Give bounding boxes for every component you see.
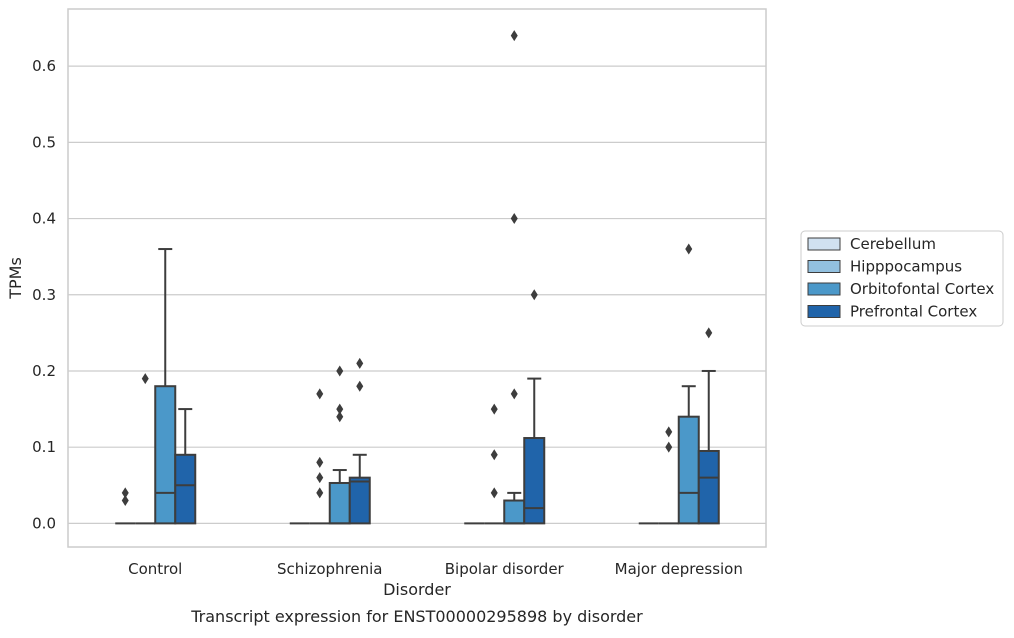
y-tick-label: 0.6: [32, 57, 56, 75]
outlier-point: [510, 213, 518, 225]
box-group: [677, 243, 700, 525]
outlier-point: [336, 411, 344, 423]
y-tick-label: 0.1: [32, 438, 56, 456]
outlier-point: [356, 380, 364, 392]
outlier-point: [141, 373, 149, 385]
y-tick-label: 0.0: [32, 514, 56, 532]
outlier-point: [316, 472, 324, 484]
outlier-point: [530, 289, 538, 301]
box-rect: [154, 385, 177, 525]
box-group: [523, 289, 546, 525]
box-rect: [677, 415, 700, 525]
y-tick-label: 0.4: [32, 210, 56, 228]
legend-item-label: Cerebellum: [850, 235, 936, 253]
box-rect: [328, 481, 351, 525]
outlier-point: [705, 327, 713, 339]
box-group: [174, 408, 197, 525]
box-group: [658, 426, 679, 525]
outlier-point: [510, 388, 518, 400]
legend-swatch: [807, 282, 841, 296]
box-rect: [348, 476, 371, 525]
plot-area-frame: [67, 8, 767, 548]
legend-item-label: Hipppocampus: [850, 258, 962, 276]
outlier-point: [316, 487, 324, 499]
outlier-point: [336, 403, 344, 415]
y-axis-ticks: 0.0 0.1 0.2 0.3 0.4 0.5 0.6: [32, 57, 56, 532]
boxes-layer: [115, 30, 720, 525]
outlier-point: [490, 449, 498, 461]
box-rect: [503, 499, 526, 525]
y-axis-label: TPMs: [6, 257, 25, 300]
box-rect: [523, 437, 546, 525]
legend-item-label: Orbitofontal Cortex: [850, 280, 994, 298]
box-rect: [697, 449, 720, 525]
legend-item-label: Prefrontal Cortex: [850, 303, 977, 321]
box-group: [154, 248, 177, 525]
outlier-point: [121, 487, 129, 499]
legend-swatch: [807, 260, 841, 273]
outlier-point: [490, 487, 498, 499]
legend-swatch: [807, 305, 841, 318]
outlier-point: [510, 30, 518, 42]
y-tick-label: 0.5: [32, 133, 56, 151]
box-group: [115, 487, 136, 525]
outlier-point: [316, 456, 324, 468]
box-group: [348, 357, 371, 525]
x-tick-label: Schizophrenia: [277, 560, 382, 578]
x-tick-label: Major depression: [615, 560, 743, 578]
box-rect: [174, 453, 197, 525]
box-group: [484, 403, 505, 525]
x-tick-label: Bipolar disorder: [445, 560, 565, 578]
chart-caption: Transcript expression for ENST0000029589…: [190, 607, 643, 626]
outlier-point: [490, 403, 498, 415]
box-group: [503, 30, 526, 525]
x-tick-label: Control: [128, 560, 182, 578]
x-axis-ticks: Control Schizophrenia Bipolar disorder Majo…: [128, 560, 743, 578]
box-group: [135, 373, 156, 525]
outlier-point: [121, 495, 129, 507]
box-group: [309, 388, 330, 525]
outlier-point: [336, 365, 344, 377]
y-tick-label: 0.3: [32, 286, 56, 304]
outlier-point: [316, 388, 324, 400]
legend-swatch: [807, 237, 841, 251]
outlier-point: [665, 426, 673, 438]
legend: Cerebellum Hipppocampus Orbitofontal Corte…: [800, 230, 1004, 327]
box-group: [328, 365, 351, 525]
outlier-point: [685, 243, 693, 255]
legend-frame: [800, 230, 1004, 327]
outlier-point: [356, 357, 364, 369]
outlier-point: [665, 441, 673, 453]
y-tick-label: 0.2: [32, 362, 56, 380]
box-group: [697, 327, 720, 525]
x-axis-label: Disorder: [383, 580, 451, 599]
